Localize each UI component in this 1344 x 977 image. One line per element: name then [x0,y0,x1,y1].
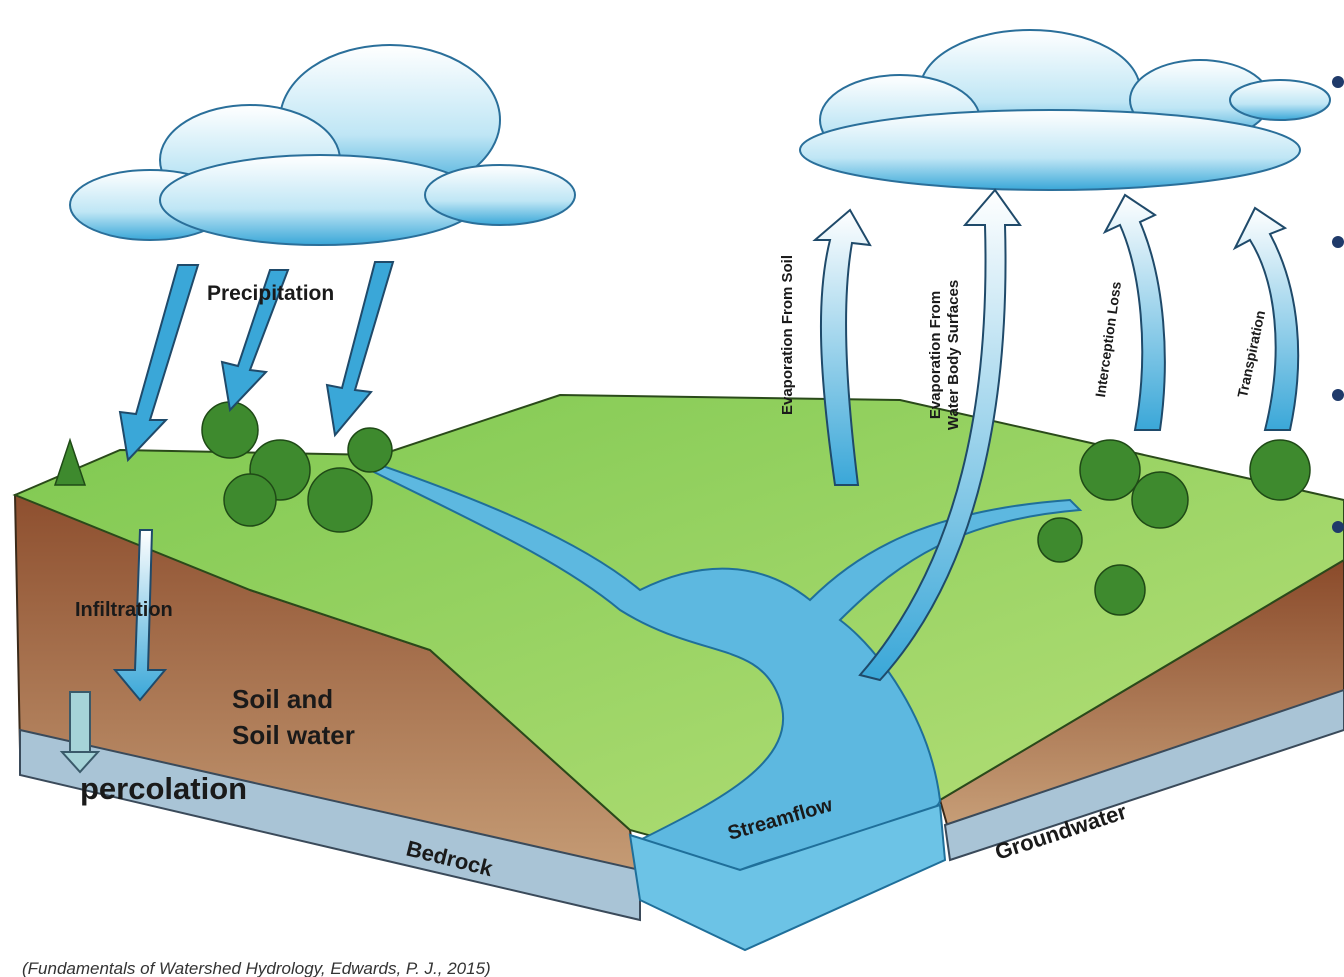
evaporation-soil-label: Evaporation From Soil [779,255,796,415]
page: {"labels": { "precipitation": "Precipita… [0,0,1344,977]
soil-label: Soil and [232,684,333,714]
interception-label: Interception Loss [1092,280,1124,398]
evaporation-water-label: Evaporation From [927,291,944,419]
percolation-label: percolation [80,771,247,806]
water-cycle-diagram: Precipitation Evaporation From Soil Evap… [0,0,1344,977]
precipitation-label: Precipitation [207,282,334,305]
infiltration-label: Infiltration [75,599,173,621]
cloud-left [70,45,575,245]
evaporation-water-label: Water Body Surfaces [945,280,962,430]
cloud-right [800,30,1330,190]
soil-label: Soil water [232,720,355,750]
transpiration-label: Transpiration [1234,309,1268,399]
bullets [1332,76,1344,533]
caption: (Fundamentals of Watershed Hydrology, Ed… [22,959,491,977]
percolation-arrow [70,692,90,752]
